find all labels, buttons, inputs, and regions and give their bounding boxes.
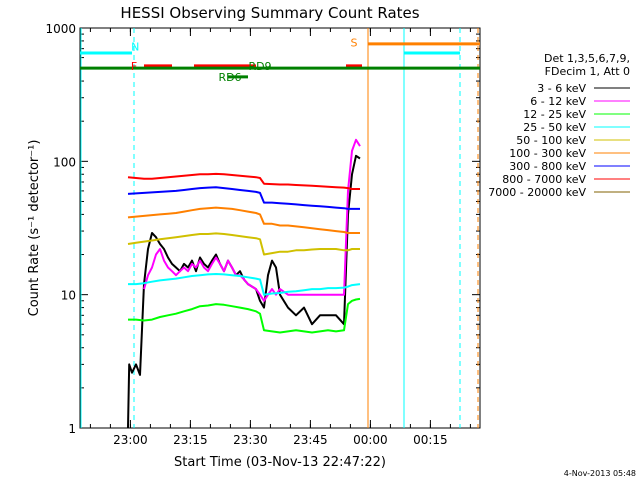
legend-header: FDecim 1, Att 0 xyxy=(545,65,630,78)
legend-entry-label: 50 - 100 keV xyxy=(516,134,586,147)
plot-frame xyxy=(79,27,481,429)
chart-title: HESSI Observing Summary Count Rates xyxy=(120,4,419,22)
legend-entry-label: 25 - 50 keV xyxy=(523,121,586,134)
annotation-label: S xyxy=(351,36,358,49)
series-line xyxy=(143,138,361,302)
x-axis-label: Start Time (03-Nov-13 22:47:22) xyxy=(174,455,386,470)
axis-ticks: 23:00 23:15 23:30 23:45 00:00 00:15 1 10 100 1000 xyxy=(45,22,480,447)
annotation-label: RD6 xyxy=(218,71,241,84)
legend-entry-label: 12 - 25 keV xyxy=(523,108,586,121)
series-line xyxy=(127,206,360,234)
legend-entry-label: 100 - 300 keV xyxy=(509,147,586,160)
legend: Det 1,3,5,6,7,9,FDecim 1, Att 0 3 - 6 keV… xyxy=(488,52,630,199)
legend-entry-label: 800 - 7000 keV xyxy=(502,173,586,186)
legend-entry-label: 6 - 12 keV xyxy=(530,95,586,108)
series-line xyxy=(127,186,360,210)
x-tick-label: 23:30 xyxy=(233,433,268,447)
y-tick-label: 100 xyxy=(53,155,76,169)
y-tick-label: 10 xyxy=(61,289,76,303)
x-tick-label: 00:00 xyxy=(353,433,388,447)
timestamp: 4-Nov-2013 05:48 xyxy=(564,469,636,478)
x-tick-label: 00:15 xyxy=(413,433,448,447)
series-group xyxy=(127,138,361,429)
series-line xyxy=(128,273,361,296)
y-tick-label: 1 xyxy=(68,422,76,436)
legend-entry-label: 7000 - 20000 keV xyxy=(488,186,586,199)
annotation-label: F xyxy=(131,60,137,73)
x-tick-label: 23:45 xyxy=(293,433,328,447)
series-line xyxy=(127,154,361,429)
overlay-marks: NF S RD6 RD9 xyxy=(80,28,480,428)
annotation-label: RD9 xyxy=(248,60,271,73)
series-line xyxy=(128,297,361,334)
x-tick-label: 23:00 xyxy=(113,433,148,447)
y-tick-label: 1000 xyxy=(45,22,76,36)
y-axis-label: Count Rate (s⁻¹ detector⁻¹) xyxy=(27,140,42,317)
legend-header: Det 1,3,5,6,7,9, xyxy=(544,52,630,65)
series-line xyxy=(127,172,360,190)
x-tick-label: 23:15 xyxy=(173,433,208,447)
legend-entry-label: 300 - 800 keV xyxy=(509,160,586,173)
series-line xyxy=(127,232,360,256)
annotation-label: N xyxy=(131,40,139,53)
legend-entry-label: 3 - 6 keV xyxy=(537,82,586,95)
